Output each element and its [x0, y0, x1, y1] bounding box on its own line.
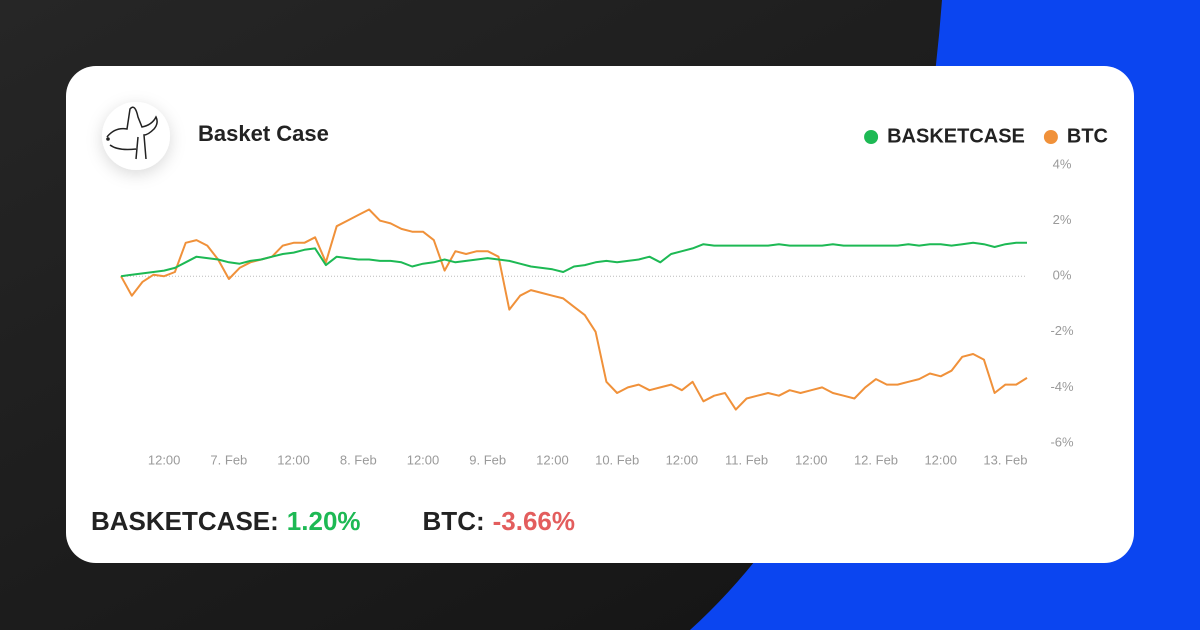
y-tick-label: 4% [1053, 156, 1072, 171]
x-tick-label: 13. Feb [983, 452, 1027, 467]
x-tick-label: 12:00 [924, 452, 957, 467]
x-tick-label: 12:00 [795, 452, 828, 467]
chart-title: Basket Case [198, 121, 329, 146]
y-tick-label: 0% [1053, 268, 1072, 283]
legend-marker [864, 130, 879, 144]
series-line [120, 241, 1027, 278]
x-tick-label: 8. Feb [340, 452, 377, 467]
x-tick-label: 12:00 [536, 452, 569, 467]
x-tick-label: 12:00 [148, 452, 181, 467]
legend-label: BTC [1067, 125, 1108, 147]
x-tick-label: 12. Feb [854, 452, 898, 467]
logo [102, 102, 170, 170]
x-tick-label: 10. Feb [595, 452, 639, 467]
y-tick-label: 2% [1053, 212, 1072, 227]
x-tick-label: 11. Feb [725, 452, 768, 467]
x-tick-label: 12:00 [666, 452, 699, 467]
x-tick-label: 9. Feb [469, 452, 506, 467]
x-tick-label: 12:00 [407, 452, 440, 467]
y-tick-label: -2% [1050, 323, 1074, 338]
summary-label: BASKETCASE: [91, 506, 279, 536]
y-tick-label: -6% [1050, 434, 1074, 449]
summary-label: BTC: [423, 506, 485, 536]
legend-label: BASKETCASE [887, 125, 1025, 147]
legend-marker [1043, 130, 1058, 144]
card [66, 66, 1134, 563]
summary-value: 1.20% [287, 506, 361, 536]
summary-value: -3.66% [493, 506, 575, 536]
x-tick-label: 12:00 [277, 452, 310, 467]
x-tick-label: 7. Feb [210, 452, 247, 467]
y-tick-label: -4% [1050, 379, 1074, 394]
